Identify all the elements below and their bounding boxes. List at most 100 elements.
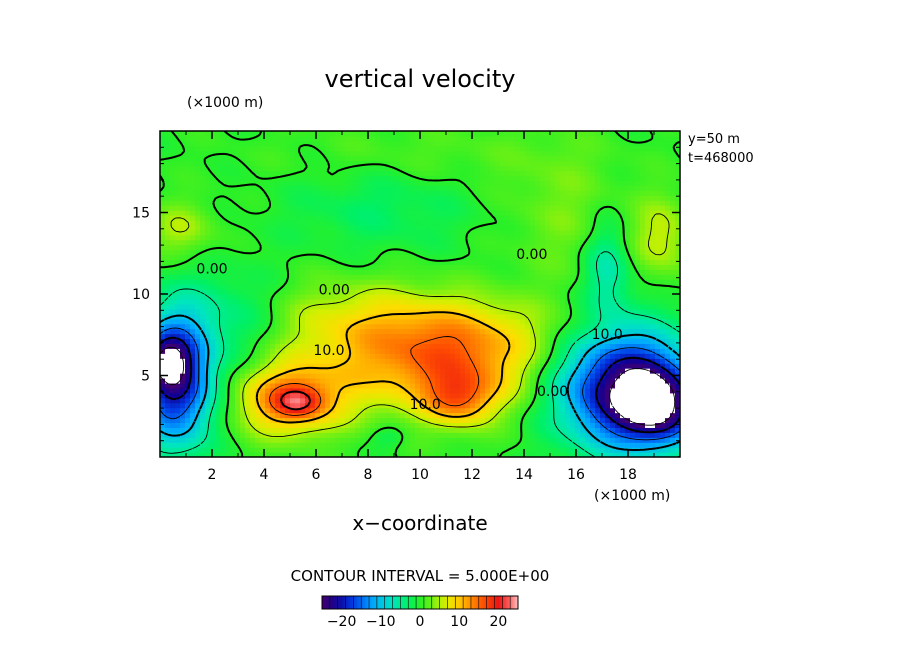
heatmap-cell xyxy=(390,363,396,369)
heatmap-cell xyxy=(530,230,536,236)
heatmap-cell xyxy=(515,289,521,295)
heatmap-cell xyxy=(280,314,286,320)
heatmap-cell xyxy=(195,245,201,251)
heatmap-cell xyxy=(535,413,541,419)
heatmap-cell xyxy=(600,388,606,394)
heatmap-cell xyxy=(335,299,341,305)
heatmap-cell xyxy=(200,225,206,231)
heatmap-cell xyxy=(270,250,276,256)
heatmap-cell xyxy=(445,358,451,364)
heatmap-cell xyxy=(545,294,551,300)
heatmap-cell xyxy=(405,274,411,280)
heatmap-cell xyxy=(240,264,246,270)
heatmap-cell xyxy=(595,264,601,270)
heatmap-cell xyxy=(215,348,221,354)
heatmap-cell xyxy=(670,338,676,344)
heatmap-cell xyxy=(335,240,341,246)
heatmap-cell xyxy=(375,398,381,404)
heatmap-cell xyxy=(200,358,206,364)
heatmap-cell xyxy=(540,294,546,300)
heatmap-cell xyxy=(420,220,426,226)
heatmap-cell xyxy=(580,309,586,315)
heatmap-cell xyxy=(500,220,506,226)
heatmap-cell xyxy=(480,309,486,315)
heatmap-cell xyxy=(240,417,246,423)
heatmap-cell xyxy=(320,447,326,453)
heatmap-cell xyxy=(270,383,276,389)
heatmap-cell xyxy=(470,348,476,354)
heatmap-cell xyxy=(430,235,436,241)
heatmap-cell xyxy=(230,324,236,330)
heatmap-cell xyxy=(620,437,626,443)
heatmap-cell xyxy=(465,408,471,414)
heatmap-cell xyxy=(605,284,611,290)
heatmap-cell xyxy=(315,269,321,275)
heatmap-cell xyxy=(585,299,591,305)
heatmap-cell xyxy=(305,279,311,285)
heatmap-cell xyxy=(550,259,556,265)
heatmap-cell xyxy=(350,427,356,433)
heatmap-cell xyxy=(380,299,386,305)
heatmap-cell xyxy=(245,235,251,241)
heatmap-cell xyxy=(480,373,486,379)
heatmap-cell xyxy=(245,442,251,448)
heatmap-cell xyxy=(485,284,491,290)
heatmap-cell xyxy=(355,245,361,251)
heatmap-cell xyxy=(585,383,591,389)
heatmap-cell xyxy=(310,403,316,409)
heatmap-cell xyxy=(470,279,476,285)
heatmap-cell xyxy=(640,319,646,325)
heatmap-cell xyxy=(160,254,166,260)
heatmap-cell xyxy=(190,294,196,300)
heatmap-cell xyxy=(200,388,206,394)
heatmap-cell xyxy=(280,250,286,256)
heatmap-cell xyxy=(370,383,376,389)
heatmap-cell xyxy=(430,250,436,256)
heatmap-cell xyxy=(580,274,586,280)
heatmap-cell xyxy=(225,254,231,260)
heatmap-cell xyxy=(220,314,226,320)
heatmap-cell xyxy=(310,373,316,379)
heatmap-cell xyxy=(565,442,571,448)
heatmap-cell xyxy=(665,225,671,231)
heatmap-cell xyxy=(560,254,566,260)
heatmap-cell xyxy=(555,269,561,275)
heatmap-cell xyxy=(485,393,491,399)
heatmap-cell xyxy=(460,368,466,374)
heatmap-cell xyxy=(575,427,581,433)
heatmap-cell xyxy=(185,299,191,305)
heatmap-cell xyxy=(405,324,411,330)
heatmap-cell xyxy=(405,264,411,270)
heatmap-cell xyxy=(600,447,606,453)
heatmap-cell xyxy=(525,230,531,236)
heatmap-cell xyxy=(505,368,511,374)
heatmap-cell xyxy=(330,373,336,379)
heatmap-cell xyxy=(415,383,421,389)
heatmap-cell xyxy=(435,225,441,231)
heatmap-cell xyxy=(575,319,581,325)
heatmap-cell xyxy=(350,245,356,251)
heatmap-cell xyxy=(415,259,421,265)
heatmap-cell xyxy=(260,403,266,409)
heatmap-cell xyxy=(520,240,526,246)
heatmap-cell xyxy=(325,329,331,335)
heatmap-cell xyxy=(395,240,401,246)
heatmap-cell xyxy=(375,408,381,414)
heatmap-cell xyxy=(505,393,511,399)
heatmap-cell xyxy=(320,264,326,270)
heatmap-cell xyxy=(610,319,616,325)
heatmap-cell xyxy=(645,254,651,260)
heatmap-cell xyxy=(370,269,376,275)
heatmap-cell xyxy=(550,358,556,364)
heatmap-cell xyxy=(420,353,426,359)
heatmap-cell xyxy=(415,348,421,354)
heatmap-cell xyxy=(460,353,466,359)
heatmap-cell xyxy=(645,225,651,231)
heatmap-cell xyxy=(340,442,346,448)
heatmap-cell xyxy=(635,240,641,246)
heatmap-cell xyxy=(405,299,411,305)
heatmap-cell xyxy=(430,284,436,290)
heatmap-cell xyxy=(380,358,386,364)
heatmap-cell xyxy=(470,447,476,453)
heatmap-cell xyxy=(585,269,591,275)
